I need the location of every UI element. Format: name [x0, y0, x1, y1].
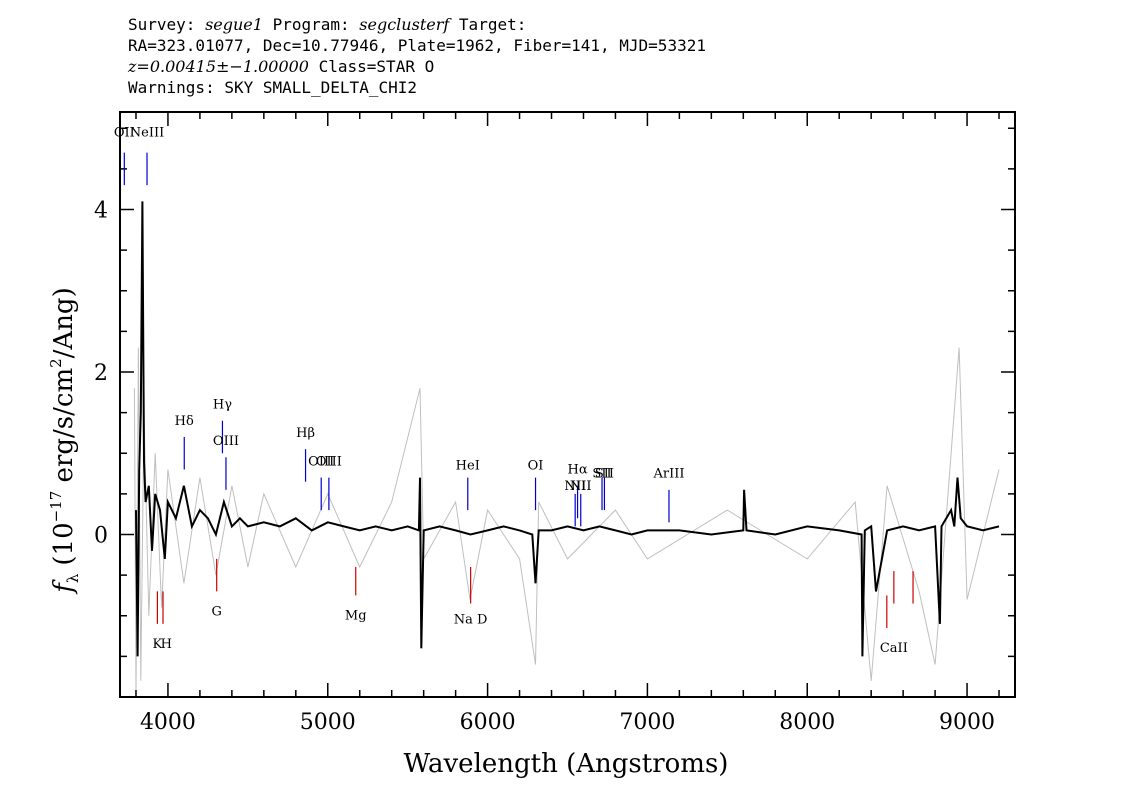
- emission-line-label: HeI: [456, 459, 480, 474]
- redshift-value: z=0.00415±−1.00000: [128, 57, 309, 76]
- emission-line-label: SII: [595, 467, 614, 482]
- survey-value: segue1: [205, 15, 263, 34]
- emission-line-label: OIII: [308, 455, 334, 470]
- emission-line-label: NII: [564, 479, 586, 494]
- program-value: segclusterf: [359, 15, 450, 34]
- y-axis-unit-open: (10: [49, 522, 79, 565]
- y-tick-label: 0: [94, 524, 108, 549]
- x-tick-label: 9000: [939, 710, 995, 735]
- emission-line-label: OII: [114, 125, 135, 140]
- x-tick-label: 7000: [619, 710, 675, 735]
- emission-line-label: ArIII: [652, 467, 684, 482]
- y-axis-label: fλ(10−17 erg/s/cm2/Ang): [47, 287, 82, 594]
- emission-line-label: OIII: [316, 455, 342, 470]
- y-axis-exponent: −17: [47, 491, 65, 523]
- absorption-line-label: K: [153, 637, 163, 652]
- emission-line-label: NeIII: [130, 125, 164, 140]
- y-axis-subscript: λ: [64, 573, 82, 583]
- program-label: Program:: [272, 15, 350, 34]
- emission-line-label: NII: [570, 479, 592, 494]
- x-tick-label: 6000: [460, 710, 516, 735]
- header-line-2: RA=323.01077, Dec=10.77946, Plate=1962, …: [128, 36, 706, 55]
- absorption-line-label: H: [161, 637, 172, 652]
- absorption-line-label: G: [211, 605, 221, 620]
- emission-line-label: Hα: [568, 463, 588, 478]
- target-label: Target:: [458, 15, 527, 34]
- absorption-line-label: Mg: [345, 609, 367, 624]
- emission-line-label: OI: [528, 459, 544, 474]
- x-axis-label: Wavelength (Angstroms): [404, 749, 729, 779]
- x-tick-label: 8000: [779, 710, 835, 735]
- y-axis-unit-mid: erg/s/cm: [49, 368, 79, 491]
- y-tick-label: 4: [94, 199, 108, 224]
- flux-series-line: [135, 201, 1000, 657]
- emission-line-label: SII: [592, 467, 611, 482]
- emission-line-label: OIII: [213, 434, 239, 449]
- absorption-line-label: Na D: [454, 613, 488, 628]
- header-line-3: z=0.00415±−1.00000 Class=STAR O: [128, 56, 706, 77]
- x-tick-label: 5000: [300, 710, 356, 735]
- emission-line-label: Hδ: [175, 414, 194, 429]
- absorption-line-label: CaII: [880, 641, 908, 656]
- header-line-1: Survey: segue1 Program: segclusterf Targ…: [128, 14, 706, 35]
- warnings-line: Warnings: SKY SMALL_DELTA_CHI2: [128, 78, 417, 97]
- emission-line-label: Hβ: [296, 426, 315, 441]
- class-value: Class=STAR O: [318, 57, 435, 76]
- spectrum-header: Survey: segue1 Program: segclusterf Targ…: [128, 14, 706, 98]
- y-tick-label: 2: [94, 361, 108, 386]
- y-axis-unit-close: /Ang): [49, 287, 79, 358]
- emission-line-label: Hγ: [213, 398, 232, 413]
- plot-frame: [119, 111, 1016, 698]
- survey-label: Survey:: [128, 15, 196, 34]
- x-tick-label: 4000: [140, 710, 196, 735]
- y-axis-exponent-2: 2: [47, 358, 65, 368]
